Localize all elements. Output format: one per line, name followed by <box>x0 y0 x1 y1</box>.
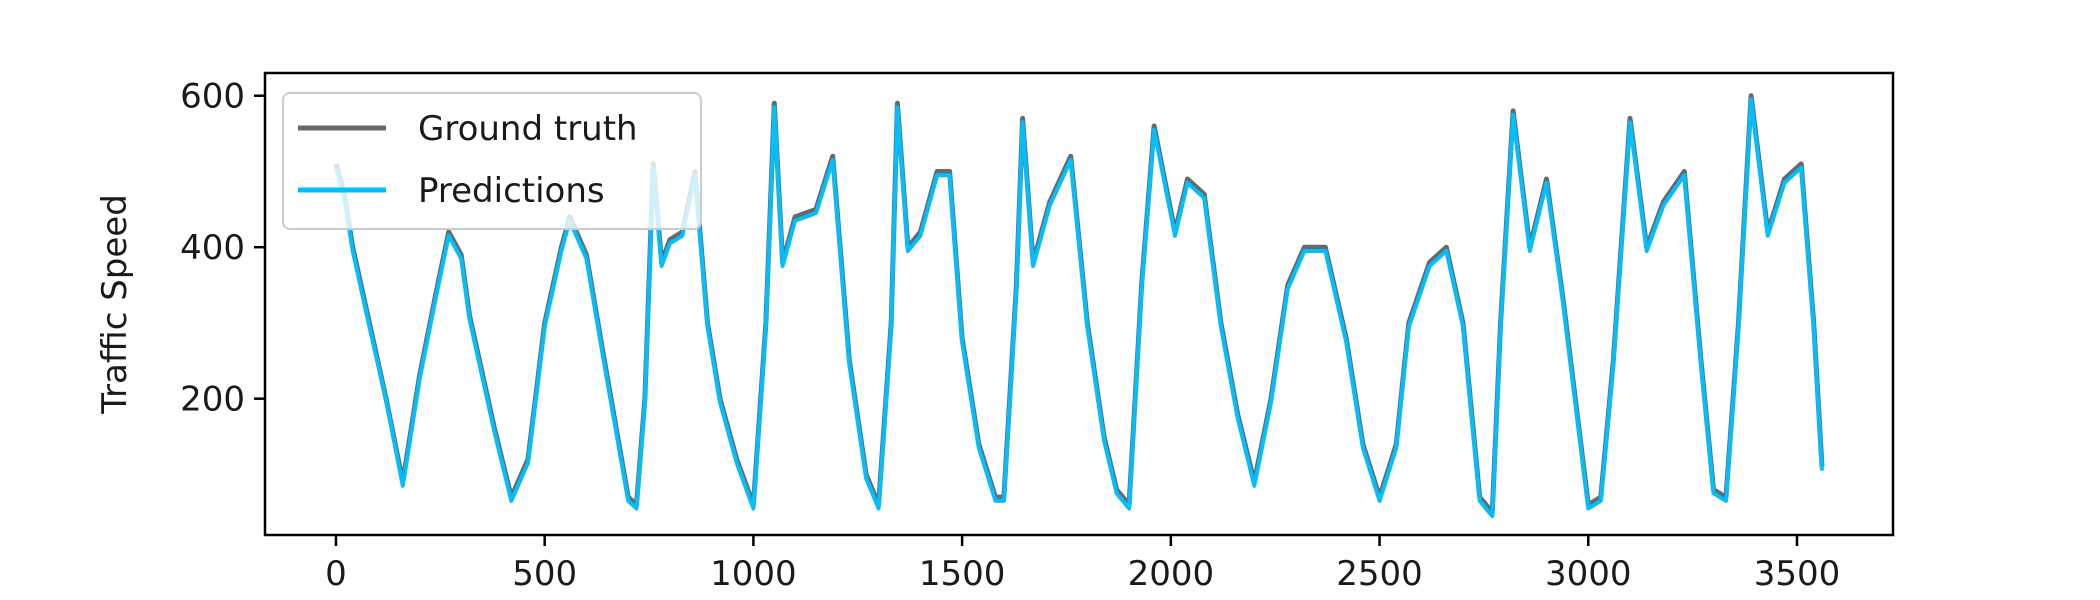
legend-box <box>282 92 702 230</box>
x-tick-label-500: 500 <box>512 554 577 594</box>
x-tick-label-1500: 1500 <box>919 554 1006 594</box>
y-axis-label: Traffic Speed <box>95 194 135 415</box>
legend-label-ground-truth: Ground truth <box>418 109 638 149</box>
x-tick-label-0: 0 <box>325 554 347 594</box>
axis-ticks <box>254 94 1799 546</box>
x-tick-label-2000: 2000 <box>1128 554 1215 594</box>
series-line-predictions <box>334 97 1824 519</box>
x-tick-label-1000: 1000 <box>710 554 797 594</box>
x-tick-labels: 0 500 1000 1500 2000 2500 3000 3500 <box>325 554 1840 594</box>
y-tick-label-600: 600 <box>180 77 245 117</box>
legend-label-predictions: Predictions <box>418 171 605 211</box>
y-tick-label-400: 400 <box>180 228 245 268</box>
plot-area-frame <box>263 71 1895 537</box>
y-tick-labels: 200 400 600 <box>180 77 245 420</box>
x-tick-label-2500: 2500 <box>1336 554 1423 594</box>
legend: Ground truth Predictions <box>282 92 702 230</box>
series-lines <box>333 93 1825 519</box>
y-tick-label-200: 200 <box>180 380 245 420</box>
x-tick-label-3500: 3500 <box>1754 554 1841 594</box>
x-tick-label-3000: 3000 <box>1545 554 1632 594</box>
